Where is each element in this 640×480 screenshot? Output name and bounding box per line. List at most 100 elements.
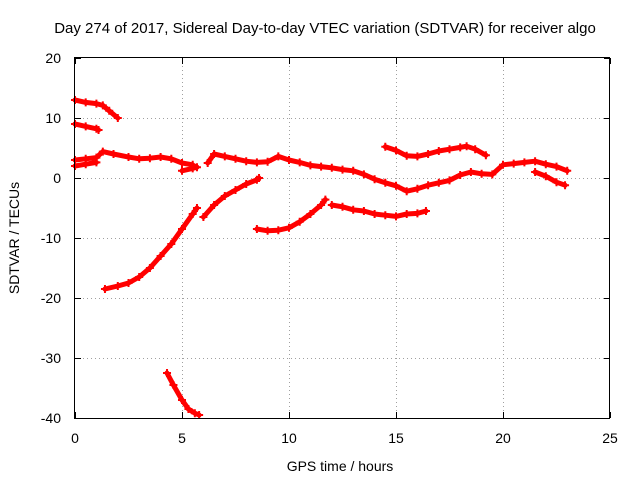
data-point [381,211,390,220]
data-point [413,209,422,218]
data-point [424,181,433,190]
data-point [402,187,411,196]
data-point [434,147,443,155]
y-tick-label: -10 [41,230,61,246]
data-point [381,142,390,151]
x-tick-label: 25 [602,430,618,446]
data-point [178,166,186,175]
data-point [242,157,251,166]
data-point [81,122,90,131]
series-arc-6 [203,150,572,196]
data-point [167,240,176,248]
data-point [338,165,347,174]
data-point [552,162,561,171]
data-point [456,171,465,179]
data-point [392,146,400,155]
data-point [462,142,471,151]
data-point [100,285,109,293]
data-point [563,166,572,175]
data-point [317,201,326,209]
y-tick-label: -20 [41,290,61,306]
y-tick-label: 0 [53,170,61,186]
data-series [71,96,572,419]
data-point [113,114,122,122]
data-point [471,145,480,154]
data-point [156,252,165,260]
series-line [102,205,200,292]
data-point [561,181,570,190]
data-point [481,151,490,160]
data-point [145,154,154,163]
data-point [488,170,497,179]
data-point [295,217,304,226]
data-point [274,226,283,235]
data-point [124,153,133,161]
data-point [81,160,90,169]
y-tick-label: -40 [41,410,61,426]
data-point [255,174,264,182]
data-point [370,210,379,218]
series-line [532,169,568,188]
data-point [188,210,197,218]
series-arc-11 [252,195,330,235]
data-point [445,176,454,185]
data-point [105,106,114,115]
data-point [145,264,154,272]
x-tick-label: 10 [281,430,297,446]
data-point [327,163,336,172]
data-point [81,98,90,107]
x-tick-label: 20 [495,430,511,446]
x-axis-label: GPS time / hours [287,458,394,474]
data-point [413,184,422,193]
data-point [359,170,368,179]
data-point [98,147,107,156]
data-point [499,160,507,169]
y-tick-label: -30 [41,350,61,366]
data-point [252,225,261,233]
data-point [192,163,201,172]
data-point [531,168,540,176]
data-point [531,157,540,166]
series-line [164,370,202,418]
data-point [274,152,283,161]
chart-title: Day 274 of 2017, Sidereal Day-to-day VTE… [54,20,596,37]
data-point [306,210,315,218]
data-point [370,175,379,184]
data-point [392,181,400,190]
x-tick-label: 0 [71,430,79,446]
x-tick-label: 5 [178,430,186,446]
series-arc-12 [327,201,430,221]
data-point [392,212,400,221]
data-point [231,186,240,194]
data-point [321,195,330,204]
data-point [98,101,107,110]
data-point [359,207,368,215]
series-arc-13 [163,369,204,419]
data-point [156,153,165,161]
data-point [178,159,186,167]
data-point [94,126,103,134]
data-point [466,168,475,176]
data-point [306,161,315,170]
data-point [169,381,178,389]
data-point [263,226,272,235]
data-point [317,162,326,171]
data-point [195,411,204,419]
data-point [413,152,422,161]
data-point [199,213,208,221]
data-point [163,369,172,377]
series-arc-1 [71,96,122,122]
series-line [329,202,429,219]
data-point [178,396,186,404]
data-point [295,158,304,167]
data-point [92,99,101,108]
data-point [220,152,229,161]
data-point [381,178,390,187]
grid [75,58,610,418]
data-point [231,154,240,163]
data-point [184,405,193,413]
series-arc-10 [199,174,264,221]
data-point [402,210,411,218]
data-point [210,150,219,158]
data-point [135,154,144,163]
